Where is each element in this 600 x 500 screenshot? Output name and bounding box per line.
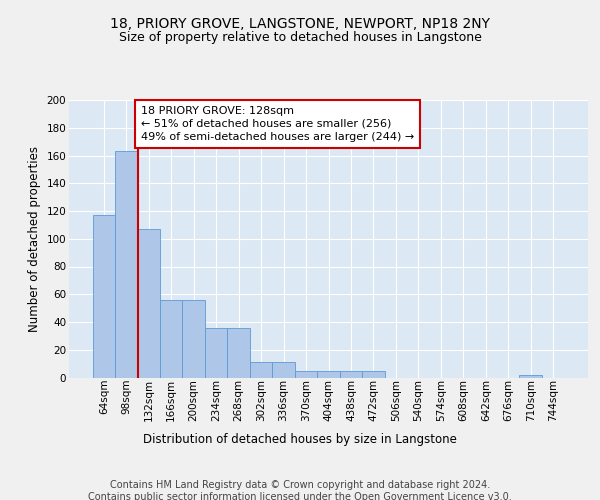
Bar [115,152,137,378]
Bar [205,328,227,378]
Text: Size of property relative to detached houses in Langstone: Size of property relative to detached ho… [119,31,481,44]
Bar [520,374,542,378]
Bar [295,370,317,378]
Bar [340,370,362,378]
Y-axis label: Number of detached properties: Number of detached properties [28,146,41,332]
Bar [317,370,340,378]
Bar [160,300,182,378]
Text: 18 PRIORY GROVE: 128sqm
← 51% of detached houses are smaller (256)
49% of semi-d: 18 PRIORY GROVE: 128sqm ← 51% of detache… [141,106,414,142]
Text: 18, PRIORY GROVE, LANGSTONE, NEWPORT, NP18 2NY: 18, PRIORY GROVE, LANGSTONE, NEWPORT, NP… [110,18,490,32]
Bar [92,215,115,378]
Bar [182,300,205,378]
Bar [227,328,250,378]
Bar [137,229,160,378]
Text: Distribution of detached houses by size in Langstone: Distribution of detached houses by size … [143,432,457,446]
Bar [362,370,385,378]
Text: Contains HM Land Registry data © Crown copyright and database right 2024.
Contai: Contains HM Land Registry data © Crown c… [88,480,512,500]
Bar [272,362,295,378]
Bar [250,362,272,378]
